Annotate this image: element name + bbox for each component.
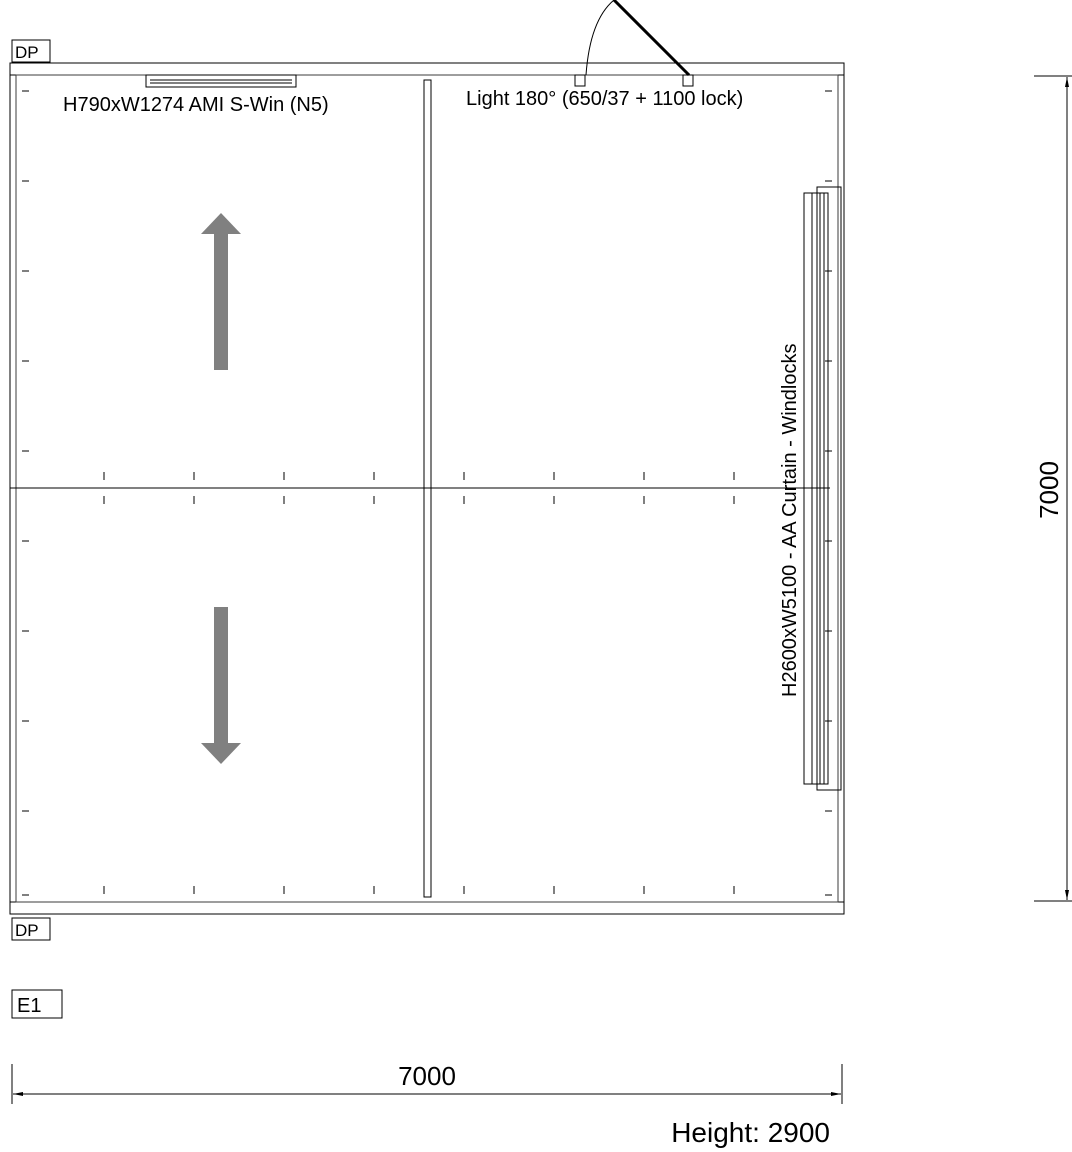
arrow-down-icon [201, 607, 241, 764]
bottom-wall [9, 901, 845, 915]
door [574, 0, 694, 87]
window-label: H790xW1274 AMI S-Win (N5) [63, 94, 329, 116]
dp-tag-bottom: DP [11, 917, 51, 941]
elevation-tag-text: E1 [17, 995, 41, 1017]
dp-tag-bottom-text: DP [15, 921, 39, 940]
height-text: Height: 2900 [671, 1117, 830, 1148]
elevation-tag: E1 [11, 989, 63, 1019]
width-dimension [11, 1064, 843, 1104]
width-dimension-text: 7000 [398, 1061, 456, 1091]
dp-tag-top-text: DP [15, 43, 39, 62]
curtain [803, 186, 842, 791]
curtain-label: H2600xW5100 - AA Curtain - Windlocks [779, 344, 801, 698]
window [145, 74, 297, 88]
grid-ticks [22, 90, 832, 896]
door-label: Light 180° (650/37 + 1100 lock) [466, 88, 743, 110]
depth-dimension-text: 7000 [1034, 461, 1064, 519]
depth-dimension [1034, 75, 1072, 902]
dp-tag-top: DP [11, 39, 51, 63]
arrow-up-icon [201, 213, 241, 370]
top-wall [9, 62, 845, 76]
